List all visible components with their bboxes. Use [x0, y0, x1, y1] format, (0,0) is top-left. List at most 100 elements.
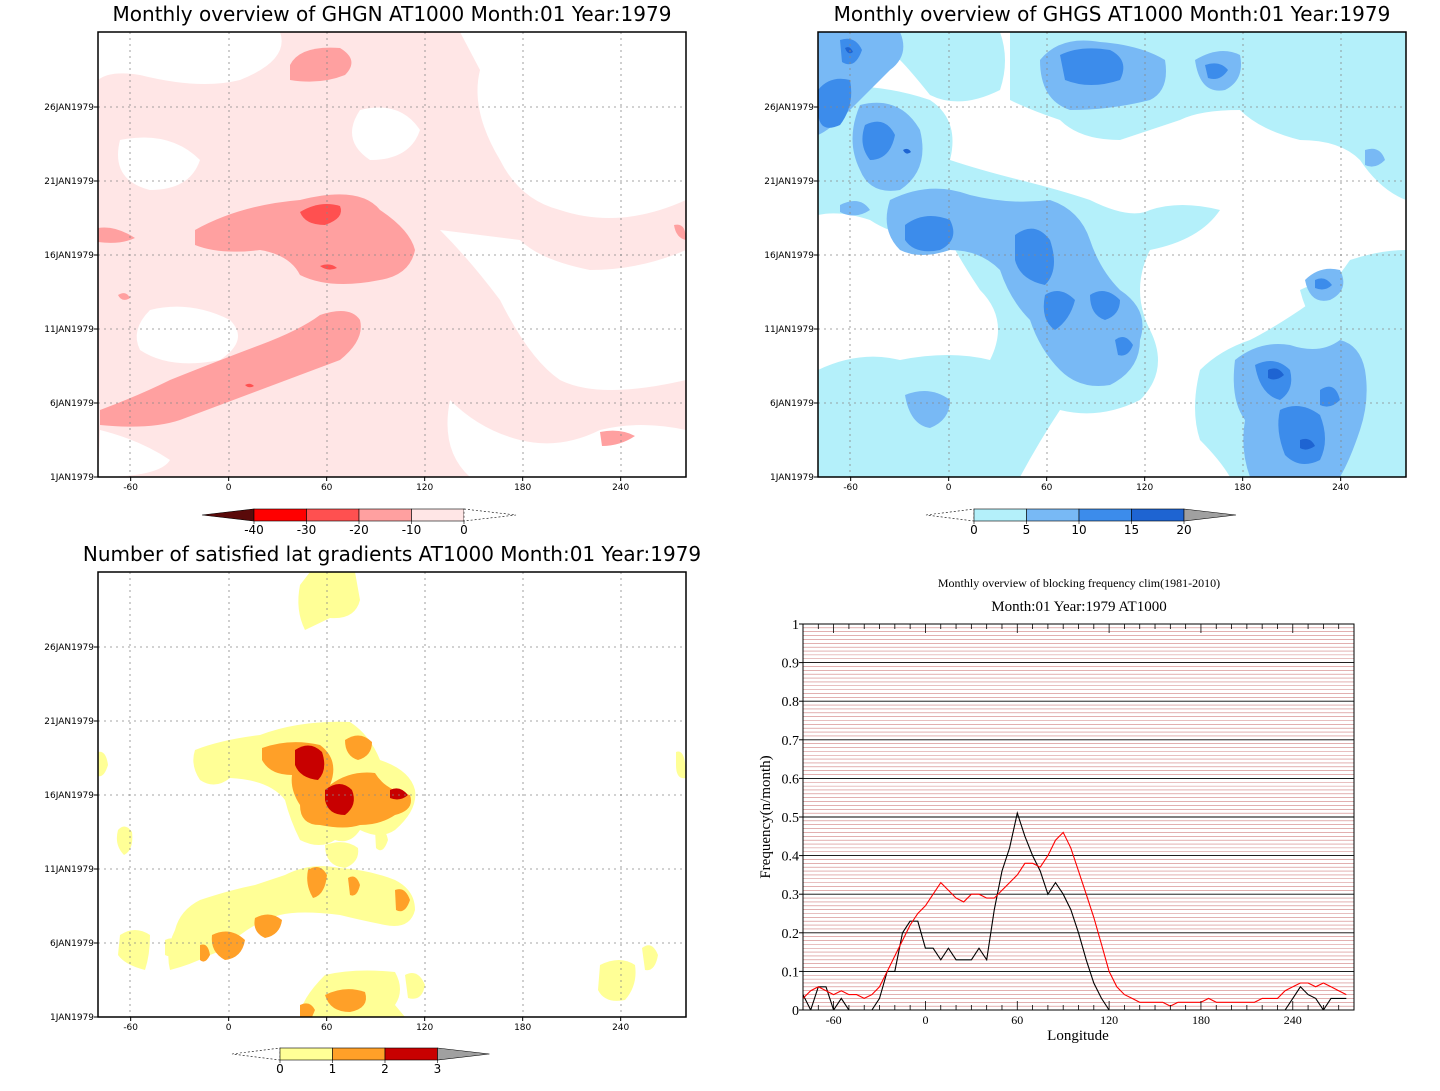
- x-tick-label: 120: [1136, 483, 1153, 493]
- colorbar-label: 2: [381, 1062, 389, 1076]
- freq-title: Monthly overview of blocking frequency c…: [938, 576, 1220, 590]
- y-tick-label: 16JAN1979: [44, 791, 94, 801]
- colorbar-swatch: [1078, 508, 1132, 522]
- x-tick-label: 240: [1332, 483, 1349, 493]
- colorbar-end-low: [201, 508, 255, 522]
- x-tick-label: 0: [226, 483, 232, 493]
- y-tick-label: 0.8: [782, 695, 800, 710]
- freq-ylabel: Frequency(n/month): [758, 755, 774, 878]
- x-tick-label: 120: [416, 483, 433, 493]
- latgrad-title: Number of satisfied lat gradients AT1000…: [83, 542, 701, 566]
- colorbar-swatch: [973, 508, 1027, 522]
- y-tick-label: 0.6: [782, 772, 800, 787]
- y-tick-label: 26JAN1979: [44, 103, 94, 113]
- panel-frequency: Monthly overview of blocking frequency c…: [758, 576, 1355, 1044]
- colorbar-end-low: [925, 508, 975, 522]
- x-tick-label: 0: [922, 1013, 928, 1027]
- colorbar-swatch: [384, 1047, 438, 1061]
- y-tick-label: 26JAN1979: [44, 643, 94, 653]
- y-tick-label: 21JAN1979: [44, 177, 94, 187]
- colorbar-label: 15: [1124, 523, 1139, 537]
- y-tick-label: 0.5: [782, 811, 800, 826]
- y-tick-label: 16JAN1979: [764, 251, 814, 261]
- x-tick-label: 240: [612, 483, 629, 493]
- ghgn-colorbar: -40 -30 -20 -10 0: [201, 508, 517, 537]
- x-tick-label: -60: [826, 1013, 842, 1027]
- freq-axes: 0 0.1 0.2 0.3 0.4 0.5 0.6 0.7 0.8 0.9 1 -60 0 60 120 18…: [782, 618, 1355, 1027]
- freq-xlabel: Longitude: [1047, 1028, 1109, 1044]
- colorbar-label: -10: [402, 523, 422, 537]
- series-line-1: [803, 811, 1347, 1010]
- ghgn-field: [98, 32, 686, 477]
- colorbar-label: 0: [460, 523, 468, 537]
- y-tick-label: 1JAN1979: [50, 1013, 94, 1023]
- ghgn-title: Monthly overview of GHGN AT1000 Month:01…: [113, 2, 672, 26]
- colorbar-swatch: [332, 1047, 386, 1061]
- latgrad-field: [98, 572, 686, 1017]
- freq-series: [803, 811, 1347, 1010]
- colorbar-end-high: [437, 1047, 490, 1061]
- colorbar-label: -20: [349, 523, 369, 537]
- x-tick-label: -60: [123, 483, 138, 493]
- freq-subtitle: Month:01 Year:1979 AT1000: [991, 599, 1166, 615]
- y-tick-label: 0.2: [782, 927, 800, 942]
- x-tick-label: 240: [612, 1023, 629, 1033]
- colorbar-label: 10: [1071, 523, 1086, 537]
- colorbar-label: 0: [276, 1062, 284, 1076]
- ghgs-colorbar: 0 5 10 15 20: [925, 508, 1237, 537]
- colorbar-swatch: [253, 508, 307, 522]
- x-tick-label: 120: [1100, 1013, 1118, 1027]
- colorbar-label: 1: [329, 1062, 337, 1076]
- x-tick-label: -60: [843, 483, 858, 493]
- panel-latgrad: Number of satisfied lat gradients AT1000…: [44, 542, 701, 1076]
- x-tick-label: 60: [1041, 483, 1053, 493]
- x-tick-label: 0: [226, 1023, 232, 1033]
- y-tick-label: 0.3: [782, 888, 800, 903]
- colorbar-swatch: [1131, 508, 1185, 522]
- y-tick-label: 1JAN1979: [50, 473, 94, 483]
- x-tick-label: 180: [1234, 483, 1251, 493]
- x-tick-label: 180: [1192, 1013, 1210, 1027]
- colorbar-end-low: [231, 1047, 281, 1061]
- colorbar-label: -30: [297, 523, 317, 537]
- colorbar-swatch: [1026, 508, 1080, 522]
- colorbar-label: -40: [244, 523, 264, 537]
- latgrad-axes: -60 0 60 120 180 240 1JAN1979 6JAN1979 11JAN1979…: [44, 643, 629, 1033]
- x-tick-label: 240: [1284, 1013, 1302, 1027]
- y-tick-label: 11JAN1979: [44, 325, 94, 335]
- panel-ghgn: Monthly overview of GHGN AT1000 Month:01…: [44, 2, 687, 537]
- y-tick-label: 1: [792, 618, 799, 633]
- y-tick-label: 21JAN1979: [764, 177, 814, 187]
- colorbar-swatch: [411, 508, 465, 522]
- y-tick-label: 0.4: [782, 850, 800, 865]
- ghgs-axes: -60 0 60 120 180 240 1JAN1979 6JAN1979 11JAN1979…: [764, 103, 1349, 493]
- freq-gridlines: [803, 627, 1354, 1007]
- y-tick-label: 21JAN1979: [44, 717, 94, 727]
- y-tick-label: 6JAN1979: [770, 399, 814, 409]
- x-tick-label: 60: [321, 483, 333, 493]
- colorbar-label: 3: [434, 1062, 442, 1076]
- y-tick-label: 0.9: [782, 657, 800, 672]
- colorbar-end-high: [463, 508, 517, 522]
- y-tick-label: 0.7: [782, 734, 800, 749]
- y-tick-label: 6JAN1979: [50, 399, 94, 409]
- y-tick-label: 0.1: [782, 965, 800, 980]
- y-tick-label: 0: [792, 1004, 799, 1019]
- x-tick-label: 180: [514, 483, 531, 493]
- colorbar-label: 5: [1023, 523, 1031, 537]
- ghgs-field: [818, 32, 1406, 477]
- y-tick-label: 6JAN1979: [50, 939, 94, 949]
- colorbar-end-high: [1183, 508, 1237, 522]
- x-tick-label: 120: [416, 1023, 433, 1033]
- colorbar-label: 20: [1176, 523, 1191, 537]
- x-tick-label: 60: [321, 1023, 333, 1033]
- x-tick-label: 180: [514, 1023, 531, 1033]
- series-line-2: [803, 831, 1347, 1007]
- y-tick-label: 11JAN1979: [764, 325, 814, 335]
- colorbar-swatch: [358, 508, 412, 522]
- colorbar-label: 0: [970, 523, 978, 537]
- colorbar-swatch: [279, 1047, 333, 1061]
- y-tick-label: 11JAN1979: [44, 865, 94, 875]
- ghgs-title: Monthly overview of GHGS AT1000 Month:01…: [834, 2, 1391, 26]
